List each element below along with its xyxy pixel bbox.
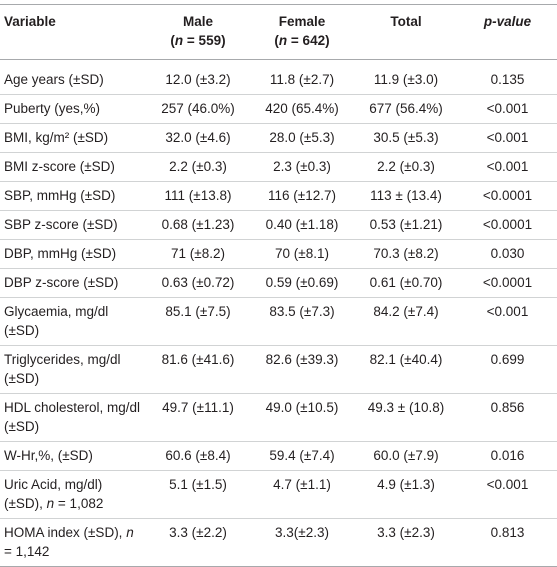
variable-cell: DBP, mmHg (±SD): [0, 239, 146, 269]
male-cell: 49.7 (±11.1): [146, 393, 250, 442]
header-row: Variable Male (n = 559) Female (n = 642)…: [0, 4, 557, 60]
total-cell: 11.9 (±3.0): [354, 59, 458, 95]
variable-cell: Triglycerides, mg/dl (±SD): [0, 345, 146, 394]
pvalue-cell: <0.001: [458, 123, 557, 153]
male-cell: 3.3 (±2.2): [146, 518, 250, 567]
female-cell: 0.59 (±0.69): [250, 268, 354, 298]
pvalue-cell: <0.0001: [458, 181, 557, 211]
table-row: HOMA index (±SD), n = 1,142 3.3 (±2.2) 3…: [0, 518, 557, 567]
table-row: Age years (±SD) 12.0 (±3.2) 11.8 (±2.7) …: [0, 59, 557, 95]
total-cell: 3.3 (±2.3): [354, 518, 458, 567]
table-row: DBP, mmHg (±SD) 71 (±8.2) 70 (±8.1) 70.3…: [0, 239, 557, 269]
female-cell: 116 (±12.7): [250, 181, 354, 211]
pvalue-cell: <0.001: [458, 152, 557, 182]
table-row: SBP z-score (±SD) 0.68 (±1.23) 0.40 (±1.…: [0, 210, 557, 240]
header-female: Female (n = 642): [250, 4, 354, 60]
male-cell: 71 (±8.2): [146, 239, 250, 269]
pvalue-cell: <0.0001: [458, 210, 557, 240]
variable-cell: SBP z-score (±SD): [0, 210, 146, 240]
variable-cell: Puberty (yes,%): [0, 94, 146, 124]
female-cell: 420 (65.4%): [250, 94, 354, 124]
female-cell: 28.0 (±5.3): [250, 123, 354, 153]
female-cell: 2.3 (±0.3): [250, 152, 354, 182]
variable-cell: HDL cholesterol, mg/dl (±SD): [0, 393, 146, 442]
male-cell: 0.63 (±0.72): [146, 268, 250, 298]
female-cell: 83.5 (±7.3): [250, 297, 354, 346]
variable-cell: SBP, mmHg (±SD): [0, 181, 146, 211]
table-header: Variable Male (n = 559) Female (n = 642)…: [0, 4, 557, 60]
female-cell: 11.8 (±2.7): [250, 59, 354, 95]
pvalue-cell: <0.001: [458, 297, 557, 346]
variable-cell: BMI, kg/m² (±SD): [0, 123, 146, 153]
variable-cell: DBP z-score (±SD): [0, 268, 146, 298]
total-cell: 82.1 (±40.4): [354, 345, 458, 394]
male-cell: 81.6 (±41.6): [146, 345, 250, 394]
total-cell: 0.53 (±1.21): [354, 210, 458, 240]
male-cell: 0.68 (±1.23): [146, 210, 250, 240]
header-pvalue: p-value: [458, 4, 557, 60]
total-cell: 0.61 (±0.70): [354, 268, 458, 298]
female-cell: 82.6 (±39.3): [250, 345, 354, 394]
female-cell: 3.3(±2.3): [250, 518, 354, 567]
characteristics-table: Variable Male (n = 559) Female (n = 642)…: [0, 4, 557, 567]
header-male: Male (n = 559): [146, 4, 250, 60]
variable-cell: Age years (±SD): [0, 59, 146, 95]
table-row: DBP z-score (±SD) 0.63 (±0.72) 0.59 (±0.…: [0, 268, 557, 298]
pvalue-cell: 0.699: [458, 345, 557, 394]
header-total: Total: [354, 4, 458, 60]
total-cell: 60.0 (±7.9): [354, 441, 458, 471]
total-cell: 49.3 ± (10.8): [354, 393, 458, 442]
table-row: SBP, mmHg (±SD) 111 (±13.8) 116 (±12.7) …: [0, 181, 557, 211]
total-cell: 2.2 (±0.3): [354, 152, 458, 182]
header-female-n: (n = 642): [274, 33, 330, 48]
total-cell: 30.5 (±5.3): [354, 123, 458, 153]
female-cell: 0.40 (±1.18): [250, 210, 354, 240]
female-cell: 70 (±8.1): [250, 239, 354, 269]
sample-size-n: n: [46, 496, 55, 511]
total-cell: 84.2 (±7.4): [354, 297, 458, 346]
female-cell: 49.0 (±10.5): [250, 393, 354, 442]
male-cell: 257 (46.0%): [146, 94, 250, 124]
male-cell: 5.1 (±1.5): [146, 470, 250, 519]
table-row: Triglycerides, mg/dl (±SD) 81.6 (±41.6) …: [0, 345, 557, 394]
table-row: W-Hr,%, (±SD) 60.6 (±8.4) 59.4 (±7.4) 60…: [0, 441, 557, 471]
pvalue-cell: <0.001: [458, 94, 557, 124]
variable-cell: Glycaemia, mg/dl (±SD): [0, 297, 146, 346]
variable-cell: HOMA index (±SD), n = 1,142: [0, 518, 146, 567]
total-cell: 677 (56.4%): [354, 94, 458, 124]
pvalue-cell: <0.0001: [458, 268, 557, 298]
sample-size-n: n: [126, 525, 134, 540]
male-cell: 12.0 (±3.2): [146, 59, 250, 95]
table-row: Puberty (yes,%) 257 (46.0%) 420 (65.4%) …: [0, 94, 557, 124]
table-row: BMI, kg/m² (±SD) 32.0 (±4.6) 28.0 (±5.3)…: [0, 123, 557, 153]
table-row: HDL cholesterol, mg/dl (±SD) 49.7 (±11.1…: [0, 393, 557, 442]
male-cell: 2.2 (±0.3): [146, 152, 250, 182]
total-cell: 113 ± (13.4): [354, 181, 458, 211]
male-cell: 60.6 (±8.4): [146, 441, 250, 471]
header-variable: Variable: [0, 4, 146, 60]
pvalue-cell: 0.135: [458, 59, 557, 95]
variable-cell: Uric Acid, mg/dl) (±SD), n = 1,082: [0, 470, 146, 519]
pvalue-cell: 0.813: [458, 518, 557, 567]
male-cell: 111 (±13.8): [146, 181, 250, 211]
variable-cell: W-Hr,%, (±SD): [0, 441, 146, 471]
table-row: Uric Acid, mg/dl) (±SD), n = 1,082 5.1 (…: [0, 470, 557, 519]
table-row: Glycaemia, mg/dl (±SD) 85.1 (±7.5) 83.5 …: [0, 297, 557, 346]
male-cell: 85.1 (±7.5): [146, 297, 250, 346]
total-cell: 70.3 (±8.2): [354, 239, 458, 269]
table-row: BMI z-score (±SD) 2.2 (±0.3) 2.3 (±0.3) …: [0, 152, 557, 182]
female-cell: 59.4 (±7.4): [250, 441, 354, 471]
pvalue-cell: <0.001: [458, 470, 557, 519]
header-male-n: (n = 559): [170, 33, 226, 48]
total-cell: 4.9 (±1.3): [354, 470, 458, 519]
table-body: Age years (±SD) 12.0 (±3.2) 11.8 (±2.7) …: [0, 59, 557, 567]
female-cell: 4.7 (±1.1): [250, 470, 354, 519]
variable-cell: BMI z-score (±SD): [0, 152, 146, 182]
male-cell: 32.0 (±4.6): [146, 123, 250, 153]
pvalue-cell: 0.856: [458, 393, 557, 442]
pvalue-cell: 0.016: [458, 441, 557, 471]
pvalue-cell: 0.030: [458, 239, 557, 269]
data-table-container: Variable Male (n = 559) Female (n = 642)…: [0, 4, 557, 567]
